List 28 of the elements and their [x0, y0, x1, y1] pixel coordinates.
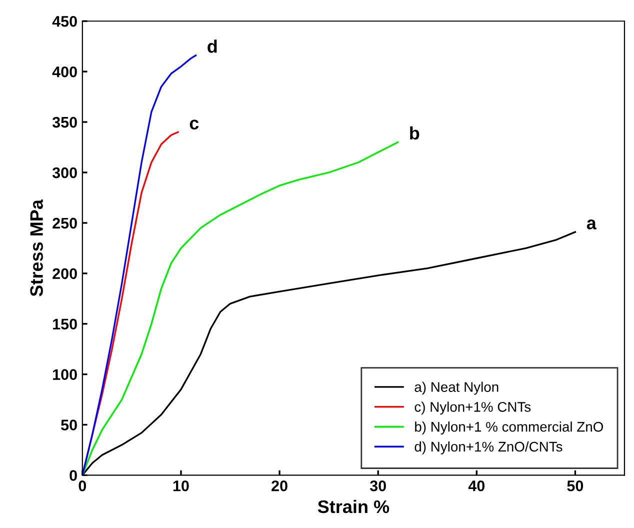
annotation: c — [190, 120, 199, 130]
y-tick-label: 150 — [53, 318, 77, 330]
line-series — [82, 54, 197, 476]
y-tick-label: 100 — [53, 369, 77, 380]
y-tick-label: 400 — [52, 66, 77, 78]
x-tick-label: 40 — [468, 480, 485, 492]
y-tick-label: 450 — [52, 16, 77, 27]
x-tick-label: 50 — [567, 480, 584, 492]
x-tick-label: 20 — [272, 480, 288, 492]
x-tick-label: 10 — [173, 480, 189, 492]
y-tick-label: 50 — [61, 420, 77, 430]
y-tick-label: 350 — [52, 116, 77, 128]
annotation: b — [410, 126, 420, 140]
x-axis-title: Strain % — [318, 500, 390, 514]
y-axis-title: Stress MPa — [30, 199, 43, 296]
x-tick-label: 0 — [78, 480, 86, 492]
legend-label: b) Nylon+1 % commercial ZnO — [415, 422, 603, 434]
legend-label: d) Nylon+1% ZnO/CNTs — [414, 441, 562, 454]
legend-label: c) Nylon+1% CNTs — [414, 402, 531, 415]
line-series — [82, 141, 399, 476]
legend-label: a) Neat Nylon — [414, 382, 498, 395]
x-tick-label: 30 — [370, 480, 386, 492]
y-tick-label: 0 — [70, 470, 77, 481]
annotation: a — [586, 220, 596, 230]
annotation: d — [208, 40, 217, 53]
y-tick-label: 300 — [52, 167, 77, 178]
y-tick-label: 200 — [52, 268, 77, 280]
y-tick-label: 250 — [52, 218, 77, 229]
